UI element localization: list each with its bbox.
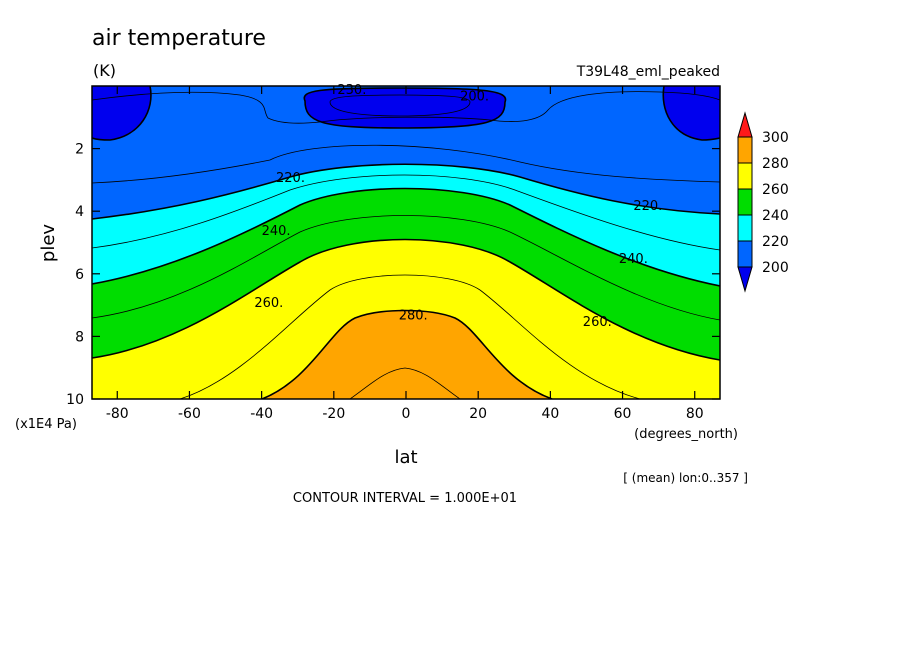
- x-tick-label: 40: [541, 406, 559, 422]
- band-below-200-left: [92, 86, 151, 140]
- colorbar-label: 220: [762, 234, 789, 250]
- x-tick-label: 0: [402, 406, 411, 422]
- chart-units: (K): [93, 61, 116, 80]
- contour-lines: [92, 86, 720, 399]
- contour-label: 240.: [262, 224, 291, 239]
- colorbar-labels: 300 280 260 240 220 200: [762, 130, 789, 276]
- contour-label: 230.: [337, 83, 366, 98]
- contour-210: [92, 144, 720, 184]
- x-axis-label: lat: [394, 447, 417, 468]
- contour-230: [92, 174, 720, 251]
- colorbar-label: 200: [762, 260, 789, 276]
- colorbar-220-240: [737, 214, 753, 242]
- y-tick-label: 6: [75, 267, 84, 283]
- contour-290: [349, 367, 461, 399]
- contour-label: 260.: [254, 296, 283, 311]
- colorbar-label: 240: [762, 208, 789, 224]
- x-tick-label: -80: [106, 406, 129, 422]
- x-tick-label: -20: [322, 406, 345, 422]
- chart-title: air temperature: [92, 26, 266, 51]
- contour-labels: 220. 240. 260. 280. 220. 240. 260. 200. 230.: [254, 83, 662, 330]
- x-tick-label: -60: [178, 406, 201, 422]
- y-units-label: (x1E4 Pa): [15, 417, 77, 432]
- colorbar-label: 300: [762, 130, 789, 146]
- y-tick-label: 4: [75, 204, 84, 220]
- contour-fill-area: [92, 86, 720, 399]
- contour-label: 200.: [460, 89, 489, 104]
- contour-label: 280.: [399, 308, 428, 323]
- colorbar-260-280: [737, 162, 753, 190]
- contour-240: [92, 187, 720, 287]
- mean-note: [ (mean) lon:0..357 ]: [623, 471, 748, 485]
- colorbar: 300 280 260 240 220 200: [737, 111, 789, 293]
- contour-label: 260.: [583, 315, 612, 330]
- band-below-200-right: [663, 86, 720, 140]
- colorbar-above-300: [737, 111, 753, 138]
- contour-200-center: [303, 87, 507, 129]
- colorbar-label: 280: [762, 156, 789, 172]
- x-tick-label: -40: [250, 406, 273, 422]
- colorbar-280-300: [737, 136, 753, 164]
- contour-label: 220.: [633, 199, 662, 214]
- x-tick-label: 60: [614, 406, 632, 422]
- experiment-label: T39L48_eml_peaked: [576, 64, 720, 80]
- colorbar-240-260: [737, 188, 753, 216]
- contour-270: [179, 274, 641, 399]
- contour-260: [92, 238, 720, 361]
- colorbar-200-220: [737, 240, 753, 268]
- y-tick-label: 10: [66, 392, 84, 408]
- contour-interval-note: CONTOUR INTERVAL = 1.000E+01: [293, 491, 517, 506]
- contour-220: [92, 163, 720, 220]
- contour-label: 240.: [619, 252, 648, 267]
- y-axis-label: plev: [38, 224, 59, 263]
- contour-280: [261, 309, 553, 399]
- contour-200-left: [92, 86, 152, 141]
- y-tick-label: 2: [75, 142, 84, 158]
- y-axis: 2 4 6 8 10: [66, 142, 720, 408]
- x-tick-label: 20: [469, 406, 487, 422]
- contour-200-inner: [329, 94, 471, 117]
- x-axis: -80 -60 -40 -20 0 20 40 60 80: [106, 86, 704, 422]
- contour-250: [92, 215, 720, 321]
- x-tick-label: 80: [686, 406, 704, 422]
- contour-200-right: [662, 86, 720, 141]
- contour-label: 220.: [276, 171, 305, 186]
- colorbar-label: 260: [762, 182, 789, 198]
- contour-210-upper: [92, 91, 720, 124]
- band-280-300: [262, 310, 552, 399]
- colorbar-below-200: [737, 266, 753, 293]
- x-units-label: (degrees_north): [634, 427, 738, 442]
- y-tick-label: 8: [75, 329, 84, 345]
